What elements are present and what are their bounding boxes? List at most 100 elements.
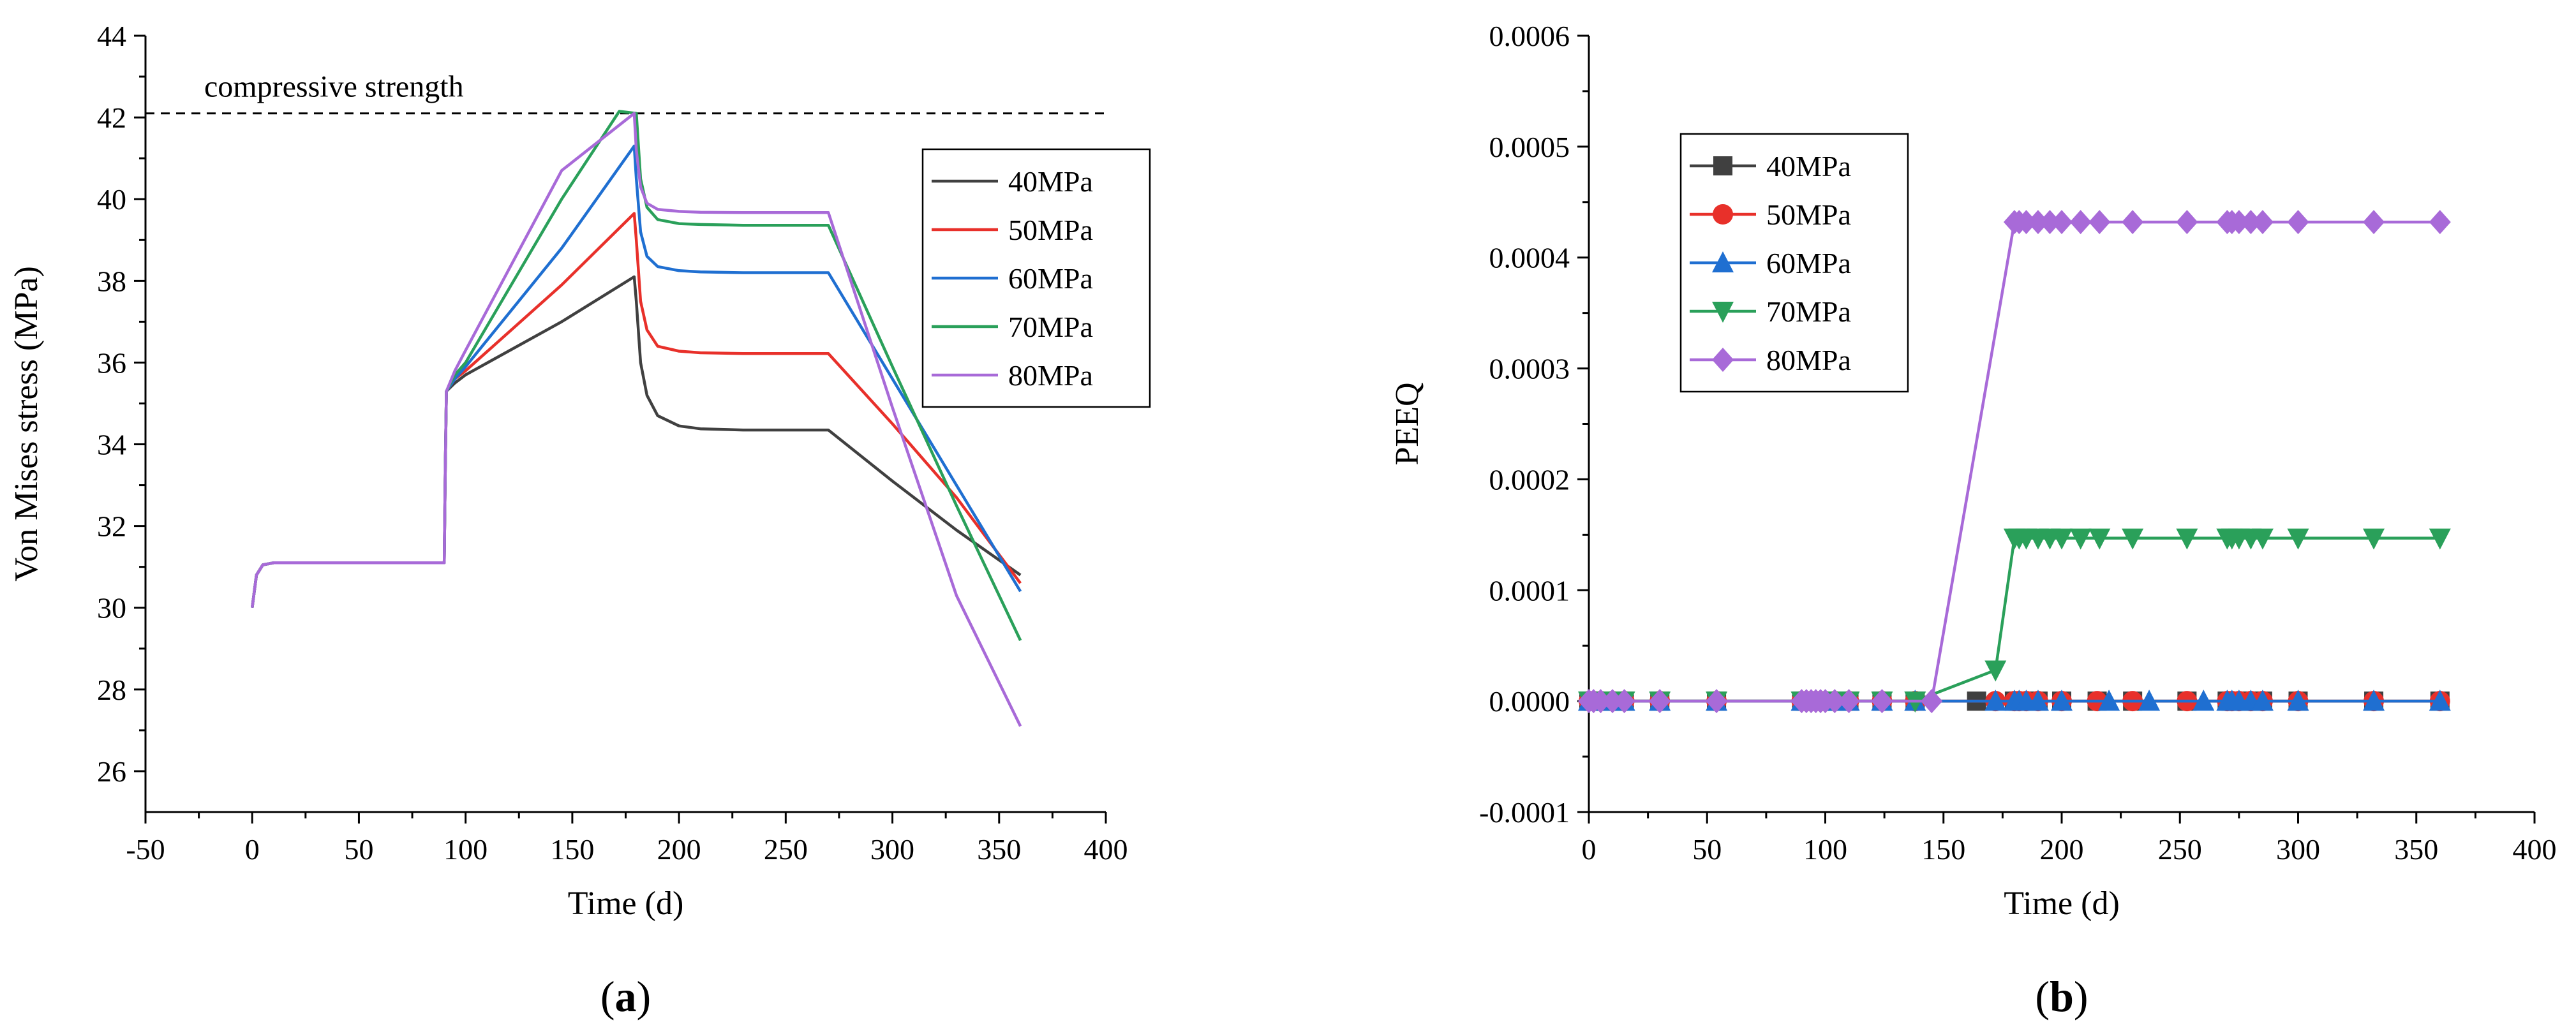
series-70MPa xyxy=(1578,528,2451,713)
chart-a: -50 0 50 100 150 200 250 300 350 400 26 28 30 32 34 36 3… xyxy=(8,20,1151,1021)
data-point xyxy=(2138,690,2161,711)
series-line xyxy=(1589,536,2440,703)
x-tick-label: 400 xyxy=(2513,833,2557,866)
data-point xyxy=(2088,528,2111,550)
data-point xyxy=(2069,210,2092,235)
data-point xyxy=(1706,689,1728,714)
data-point xyxy=(1824,689,1846,714)
series-line xyxy=(250,112,1022,727)
y-tick-label: 36 xyxy=(97,346,126,379)
caption-open: ( xyxy=(2035,972,2050,1021)
y-tick-label: 30 xyxy=(97,592,126,624)
y-tick-label: 0.0005 xyxy=(1489,131,1570,163)
y-tick-label: 28 xyxy=(97,674,126,706)
data-point xyxy=(2015,210,2037,235)
caption-close: ) xyxy=(2074,972,2088,1021)
series-line xyxy=(250,144,1022,608)
x-tick-label: 100 xyxy=(443,833,488,866)
data-point xyxy=(2051,210,2073,235)
data-point xyxy=(2027,210,2049,235)
legend-label: 70MPa xyxy=(1766,295,1851,328)
legend-label: 50MPa xyxy=(1008,214,1093,246)
x-tick-label: 200 xyxy=(2040,833,2084,866)
data-point xyxy=(2429,528,2451,550)
series-line xyxy=(250,212,1022,608)
y-tick-label: 38 xyxy=(97,265,126,297)
legend-item: 40MPa xyxy=(932,165,1093,198)
data-point xyxy=(2088,210,2111,235)
data-point xyxy=(2051,690,2073,711)
x-tick-label: 300 xyxy=(2276,833,2320,866)
data-point xyxy=(2287,528,2309,550)
data-point xyxy=(2039,210,2061,235)
legend: 40MPa 50MPa 60MPa 70MPa 80MPa xyxy=(1679,133,1909,393)
data-point xyxy=(2429,210,2451,235)
x-tick-label: 150 xyxy=(1921,833,1965,866)
legend-label: 60MPa xyxy=(1008,262,1093,295)
x-tick-label: 0 xyxy=(1582,833,1597,866)
legend-item: 50MPa xyxy=(1690,198,1851,231)
y-tick-label: -0.0001 xyxy=(1479,796,1570,829)
y-tick-label: 0.0003 xyxy=(1489,353,1570,385)
x-tick-label: 250 xyxy=(2158,833,2202,866)
x-axis-title: Time (d) xyxy=(568,885,684,922)
x-tick-label: 300 xyxy=(870,833,914,866)
x-tick-label: -50 xyxy=(126,833,165,866)
chart-b: 0 50 100 150 200 250 300 350 400 -0.0001 0.0000 0.0… xyxy=(1389,20,2557,1021)
data-point xyxy=(2122,210,2144,235)
data-point xyxy=(2287,210,2309,235)
legend-label: 50MPa xyxy=(1766,198,1851,231)
series-50MPa xyxy=(250,212,1022,608)
x-tick-label: 150 xyxy=(550,833,594,866)
x-tick-label: 350 xyxy=(977,833,1021,866)
x-tick-label: 50 xyxy=(1692,833,1722,866)
y-tick-label: 0.0000 xyxy=(1489,685,1570,718)
data-point xyxy=(2240,210,2262,235)
legend-marker xyxy=(1712,302,1734,323)
data-point xyxy=(2363,210,2385,235)
series-60MPa xyxy=(250,144,1022,608)
legend-item: 40MPa xyxy=(1690,150,1851,182)
legend-item: 70MPa xyxy=(932,311,1093,343)
data-point xyxy=(2176,210,2198,235)
data-point xyxy=(1590,689,1612,714)
caption-letter: b xyxy=(2050,972,2074,1021)
y-tick-label: 44 xyxy=(97,20,126,52)
y-tick-label: 0.0004 xyxy=(1489,242,1570,274)
panel-caption: (a) xyxy=(600,972,651,1021)
data-point xyxy=(2027,690,2049,711)
data-point xyxy=(1921,689,1943,714)
legend-marker xyxy=(1713,204,1733,225)
caption-letter: a xyxy=(615,972,637,1021)
data-point xyxy=(1613,689,1635,714)
legend-label: 80MPa xyxy=(1008,359,1093,392)
data-point xyxy=(2193,690,2215,711)
panel-caption: (b) xyxy=(2035,972,2088,1021)
x-tick-label: 0 xyxy=(245,833,260,866)
legend: 40MPa 50MPa 60MPa 70MPa 80MPa xyxy=(921,148,1151,408)
data-point xyxy=(1649,689,1671,714)
legend-marker xyxy=(1712,348,1734,372)
y-tick-label: 0.0006 xyxy=(1489,20,1570,52)
data-point xyxy=(2069,528,2092,550)
data-point xyxy=(2098,690,2120,711)
data-point xyxy=(2176,528,2198,550)
y-tick-label: 32 xyxy=(97,510,126,543)
data-point xyxy=(2251,528,2274,550)
x-tick-label: 100 xyxy=(1803,833,1847,866)
compressive-strength-label: compressive strength xyxy=(204,70,464,104)
legend-label: 40MPa xyxy=(1008,165,1093,198)
series-80MPa xyxy=(250,112,1022,727)
legend-item: 50MPa xyxy=(932,214,1093,246)
caption-open: ( xyxy=(600,972,615,1021)
y-axis-title: PEEQ xyxy=(1389,383,1426,466)
data-point xyxy=(2251,690,2274,711)
x-tick-label: 400 xyxy=(1084,833,1128,866)
legend-item: 80MPa xyxy=(932,359,1093,392)
legend-label: 80MPa xyxy=(1766,344,1851,376)
y-axis-title: Von Mises stress (MPa) xyxy=(8,266,45,582)
caption-close: ) xyxy=(637,972,651,1021)
legend-label: 70MPa xyxy=(1008,311,1093,343)
data-point xyxy=(2363,528,2385,550)
